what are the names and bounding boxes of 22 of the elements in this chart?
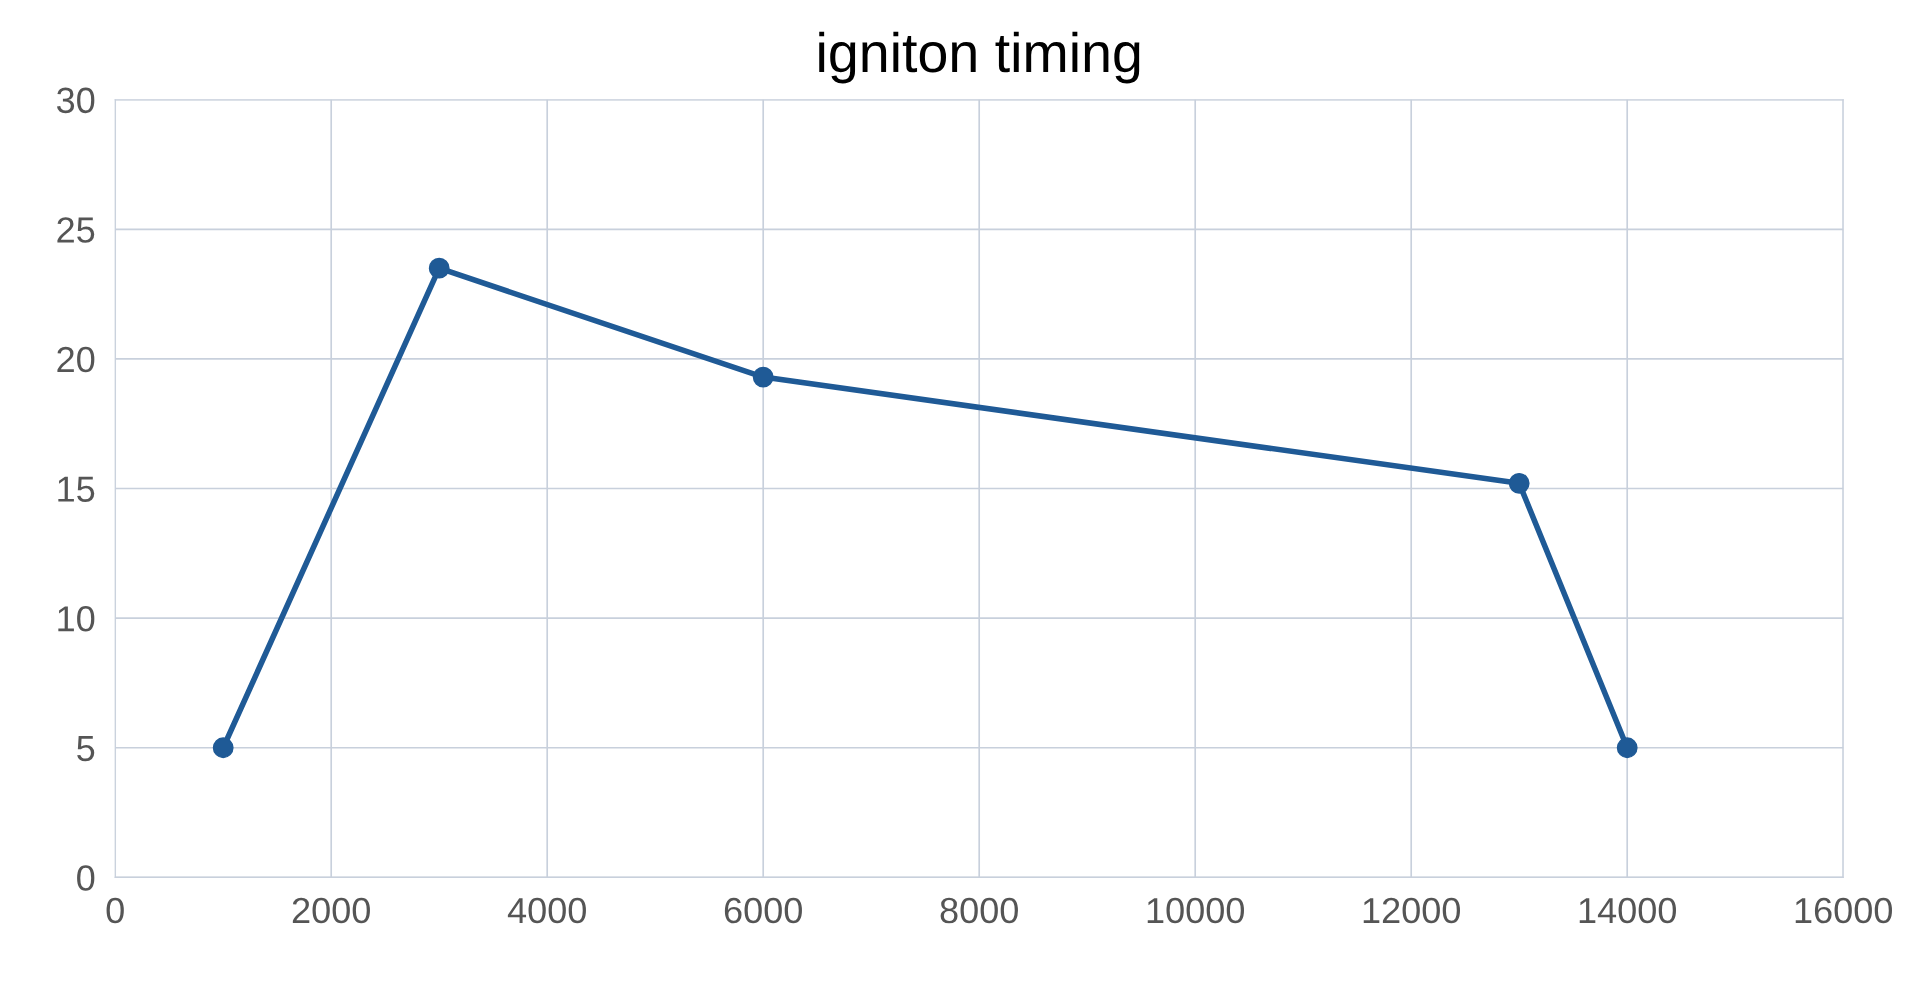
- point: [752, 366, 774, 388]
- x-tick-label: 12000: [1363, 897, 1460, 924]
- point: [428, 257, 450, 279]
- y-tick-label: 30: [56, 87, 95, 114]
- x-tick-label: 10000: [1147, 897, 1244, 924]
- y-tick-label: 0: [77, 865, 95, 891]
- x-tick-label: 6000: [724, 897, 802, 924]
- x-tick-label: 2000: [292, 897, 370, 924]
- x-tick-label: 14000: [1579, 897, 1676, 924]
- y-tick-label: 5: [77, 735, 95, 762]
- x-tick-label: 4000: [507, 897, 586, 924]
- y-tick-label: 25: [57, 217, 95, 243]
- point: [1616, 737, 1638, 759]
- y-tick-label: 15: [58, 476, 95, 502]
- x-tick-label: 8000: [940, 897, 1018, 924]
- x-tick-label: 16000: [1795, 897, 1892, 924]
- x-tick-label: 0: [106, 897, 124, 924]
- point: [212, 737, 234, 759]
- y-tick-label: 10: [58, 606, 95, 632]
- chart-title: igniton timing: [819, 31, 1140, 84]
- point: [1508, 472, 1530, 494]
- y-tick-label: 20: [57, 346, 95, 373]
